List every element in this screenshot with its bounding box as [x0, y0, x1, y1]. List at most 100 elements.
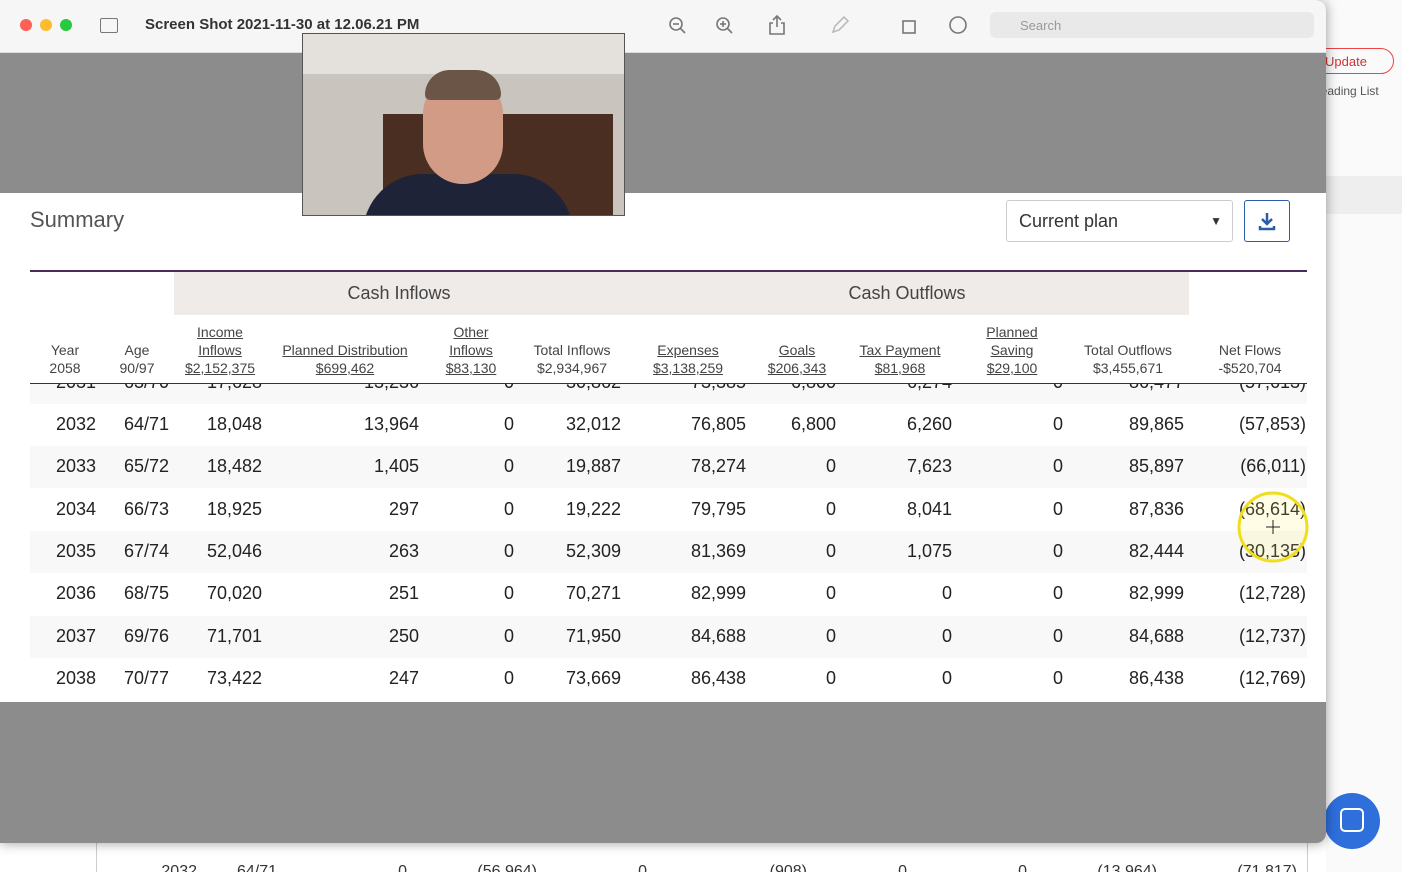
chat-button[interactable]: [1324, 793, 1380, 849]
table-cell: 73,385: [691, 384, 746, 393]
column-label: Expenses: [657, 342, 719, 358]
background-cell: 64/71: [236, 863, 277, 872]
column-total: $3,138,259: [652, 360, 724, 376]
column-header: Income Inflows $2,152,375: [185, 313, 255, 377]
table-cell: 0: [825, 456, 836, 477]
table-cell: 76,805: [690, 414, 746, 434]
group-title: Cash Inflows: [347, 283, 451, 303]
table-cell: 13,236: [364, 384, 419, 393]
zoom[interactable]: [60, 19, 72, 31]
table-cell: 89,865: [1128, 414, 1184, 434]
webcam-overlay: [302, 33, 625, 216]
table-cell: 32,012: [565, 414, 621, 434]
download-button[interactable]: [1244, 200, 1290, 242]
background-cell: (56,964): [477, 863, 537, 872]
column-header: Goals $206,343: [757, 313, 837, 377]
column-label: Planned Distribution: [282, 342, 408, 358]
table-cell: 0: [1052, 625, 1063, 646]
table-cell: 17,628: [207, 384, 262, 393]
table-cell: 6,800: [791, 384, 836, 393]
table-cell: 30,862: [566, 384, 621, 393]
column-total: -$520,704: [1218, 360, 1282, 376]
background-cell: 0: [898, 863, 907, 872]
table-cell: 69/76: [123, 625, 169, 646]
column-label: Goals: [778, 342, 816, 358]
table-body: 2031 63/70 17,628 13,236 0 30,862 73,385 6,800 6…: [30, 383, 1307, 702]
plan-select-text: Current plan: [1019, 211, 1119, 231]
minimize[interactable]: [40, 19, 52, 31]
table-cell: 0: [825, 583, 836, 604]
reading-list[interactable]: Reading List: [1312, 84, 1379, 98]
table-cell: 71,701: [206, 625, 262, 646]
table-cell: 82,444: [1128, 540, 1184, 561]
column-header: Total Outflows $3,455,671: [1073, 313, 1183, 377]
table-cell: 2035: [55, 540, 96, 561]
column-total: $206,343: [767, 360, 827, 376]
column-label: Total Inflows: [533, 342, 611, 358]
table-cell: 2036: [55, 583, 96, 604]
column-header: Tax Payment $81,968: [850, 313, 950, 377]
table-cell: 13,964: [363, 414, 419, 434]
table-cell: 52,046: [206, 540, 262, 561]
column-total: 90/97: [119, 360, 155, 376]
table-row: 2038 70/77 73,422 247 0 73,669 86,438 0 0 0 86,438…: [30, 657, 1307, 700]
table-cell: 18,482: [206, 456, 262, 477]
table-cell: 7,623: [906, 456, 952, 477]
table-cell: (57,853): [1238, 414, 1306, 434]
group-title: Cash Outflows: [848, 283, 966, 303]
table-row: 2033 65/72 18,482 1,405 0 19,887 78,274 0 7,623 0…: [30, 446, 1307, 489]
toolbar: Screen Shot 2021-11-30 at 12.06.21 PM Se…: [0, 0, 1326, 53]
table-cell: 0: [825, 540, 836, 561]
table-cell: (12,728): [1238, 583, 1306, 604]
table-cell: (66,011): [1240, 456, 1306, 477]
table-cell: 68/75: [123, 583, 169, 604]
summary-table: Cash Inflows Cash Outflows Year 2058 Age 90/9…: [0, 193, 1326, 702]
column-total: 2058: [49, 360, 81, 376]
background-cell: (908): [769, 863, 807, 872]
table-cell: 64/71: [123, 414, 169, 434]
table-cell: 0: [825, 498, 836, 519]
column-total: $81,968: [874, 360, 926, 376]
table-cell: 0: [941, 583, 952, 604]
column-label: Net Flows: [1218, 342, 1282, 358]
table-row: 2036 68/75 70,020 251 0 70,271 82,999 0 0 0 82,999…: [30, 573, 1307, 616]
column-label: Total Outflows: [1084, 342, 1172, 358]
column-label: Age: [124, 342, 150, 358]
column-total: $2,152,375: [184, 360, 256, 376]
table-cell: 250: [388, 625, 419, 646]
table-row: 2032 64/71 18,048 13,964 0 32,012 76,805 6,800 6…: [30, 404, 1307, 446]
table-cell: 84,688: [1128, 625, 1184, 646]
column-total: $3,455,671: [1092, 360, 1164, 376]
close[interactable]: [20, 19, 32, 31]
search-field[interactable]: Search: [990, 12, 1314, 38]
table-cell: 0: [1053, 384, 1063, 393]
table-cell: 78,274: [690, 456, 746, 477]
table-cell: 66/73: [123, 498, 169, 519]
table-cell: (68,614): [1239, 499, 1306, 520]
column-total: $83,130: [445, 360, 497, 376]
table-cell: 0: [1052, 456, 1063, 477]
table-cell: 0: [503, 667, 514, 688]
column-header: Other Inflows $83,130: [441, 313, 501, 377]
table-cell: 84,688: [690, 625, 746, 646]
plan-select[interactable]: Current plan ▼: [1006, 200, 1233, 242]
background-cell: 0: [638, 863, 647, 872]
background-cell: 0: [1018, 863, 1027, 872]
table-cell: 19,887: [565, 456, 621, 477]
sidebar-toggle[interactable]: [100, 18, 118, 33]
column-header: Planned Distribution $699,462: [270, 313, 420, 377]
table-cell: 2034: [55, 498, 96, 519]
column-label: Other Inflows: [449, 324, 493, 358]
table-row: 2034 66/73 18,925 297 0 19,222 79,795 0 8,041 0 87…: [30, 488, 1307, 531]
table-cell: 19,222: [565, 498, 621, 519]
table-cell: 85,897: [1128, 456, 1184, 477]
background-cell: 2032: [161, 863, 197, 872]
column-header: Age 90/97: [107, 313, 167, 377]
cursor-highlight: [1237, 491, 1309, 563]
table-cell: 81,369: [690, 540, 746, 561]
table-cell: 0: [941, 625, 952, 646]
group-header: [174, 272, 1189, 315]
table-cell: 1,075: [906, 540, 952, 561]
table-cell: 0: [825, 667, 836, 688]
